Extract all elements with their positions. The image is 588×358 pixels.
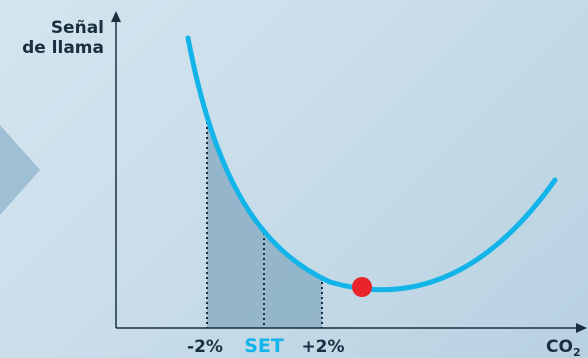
optimum-point xyxy=(352,277,372,297)
y-axis-label-line-2: de llama xyxy=(22,38,104,58)
set-label: SET xyxy=(244,335,284,357)
shaded-tolerance-region xyxy=(207,116,322,329)
chevron-right-icon xyxy=(0,125,40,215)
x-axis-label: CO2 xyxy=(546,337,581,358)
x-axis-label-main: CO xyxy=(546,337,573,357)
flame-signal-curve xyxy=(185,35,558,293)
minus-2-label: -2% xyxy=(187,337,223,357)
x-axis-label-subscript: 2 xyxy=(573,346,581,358)
y-axis-label-line-1: Señal xyxy=(51,18,104,38)
plus-2-label: +2% xyxy=(301,337,344,357)
y-axis-arrow-icon xyxy=(111,11,121,22)
x-axis-arrow-icon xyxy=(576,323,587,333)
